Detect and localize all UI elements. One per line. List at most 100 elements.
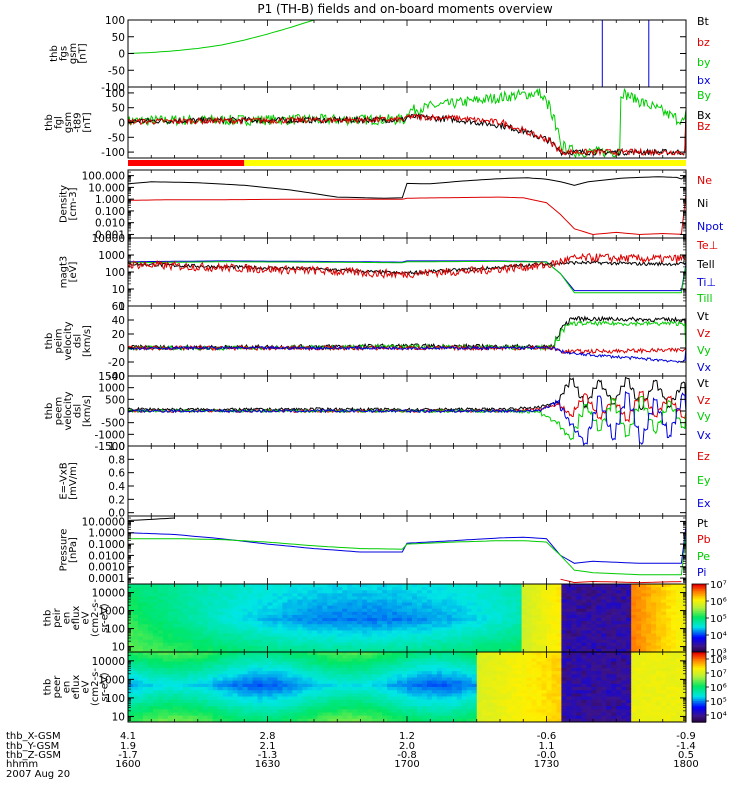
legend-By: By <box>697 89 712 102</box>
legend-Bt: Bt <box>697 15 710 28</box>
y-tick-label: 100 <box>105 267 125 279</box>
panel-efield: 1.00.8 0.60.40.2 0.0 E=-VxB[mV/m] Ez Ey Ex <box>58 441 711 520</box>
x-row-value: 1800 <box>673 759 698 770</box>
y-label-line: sr-eV) <box>100 672 111 701</box>
line-by <box>128 20 314 54</box>
line-Tell <box>128 261 686 274</box>
y-tick-label: 1.0000 <box>88 528 125 540</box>
y-tick-label: 100 <box>105 88 125 100</box>
colorbar-tick: 10⁶ <box>710 683 727 694</box>
y-tick-label: -100 <box>101 147 125 159</box>
y-tick-label: 50 <box>112 103 125 115</box>
colorbar-peir: 10⁷10⁶10⁵10⁴10³ <box>692 580 727 659</box>
y-tick-label: 10 <box>112 284 125 296</box>
legend-Ey: Ey <box>697 474 711 487</box>
y-axis-label-peem: thbpeemvelocitydsl[km/s] <box>44 391 93 430</box>
y-tick-label: 10 <box>112 642 125 654</box>
y-axis-label-peer: thbpeerenefluxeV(cm2-s-sr-eV) <box>43 668 111 706</box>
y-tick-label: 0.010 <box>95 218 125 230</box>
y-label-line: [nT] <box>82 112 93 132</box>
legend-Te⊥: Te⊥ <box>696 239 718 252</box>
y-tick-label: 100 <box>105 15 125 27</box>
legend-Tell: Tell <box>696 258 715 271</box>
y-label-line: sr-eV) <box>100 603 111 632</box>
legend-Bz: Bz <box>697 120 711 133</box>
line-Vt <box>128 317 686 350</box>
colorbar-tick: 10⁵ <box>710 614 727 625</box>
spectrogram-peir <box>128 584 687 653</box>
y-tick-label: 1.000 <box>95 194 125 206</box>
series-peem-Vx <box>128 392 686 445</box>
panel-frame <box>128 87 686 158</box>
y-tick-label: 0.1000 <box>88 539 125 551</box>
legend-Ne: Ne <box>697 174 712 187</box>
y-label-line: [nT] <box>77 43 88 63</box>
status-bar <box>128 160 686 166</box>
y-axis-label-density: Density[cm-3] <box>58 185 79 223</box>
panel-peem: 150010005000-500-1000-1500thbpeemvelocit… <box>44 371 712 453</box>
legend-Pi: Pi <box>697 566 706 579</box>
legend-Ex: Ex <box>697 497 711 510</box>
y-tick-label: 0 <box>118 343 125 355</box>
series-density-Ni <box>128 176 686 199</box>
y-tick-label: 1.0 <box>108 441 125 453</box>
figure-title: P1 (TH-B) fields and on-board moments ov… <box>257 2 553 16</box>
series-fgs-bx <box>602 20 746 87</box>
line-Pe <box>128 535 686 575</box>
y-axis-label-fgs: thbfgsgsm[nT] <box>49 43 89 64</box>
panel-peir: 10⁷10⁶10⁵10⁴10³10000100010010thbpeirenef… <box>43 580 727 659</box>
y-label-line: [km/s] <box>82 395 93 427</box>
y-tick-label: 0.8 <box>108 454 125 466</box>
series-pressure-Pb <box>561 579 682 582</box>
x-row-value: 1630 <box>255 759 280 770</box>
y-axis-label-fgl: thbfglgsm-t89[nT] <box>44 112 93 133</box>
legend-by: by <box>697 56 711 69</box>
legend-Pe: Pe <box>697 550 710 563</box>
panel-peim: 60 40 20 0 -20 -40 thbpeimvelocitydsl[km/s] Vt V… <box>44 301 712 383</box>
status-segment <box>128 160 244 166</box>
y-axis-label-peir: thbpeirenefluxeV(cm2-s-sr-eV) <box>43 599 111 637</box>
y-tick-label: 10000 <box>92 588 125 600</box>
colorbar-tick: 10⁷ <box>710 580 727 591</box>
series-temp-Tell <box>128 261 686 274</box>
y-tick-label: 1000 <box>98 250 125 262</box>
series-fgs-by <box>128 20 314 54</box>
y-tick-label: 1500 <box>98 371 125 383</box>
y-tick-label: 10.0000 <box>82 516 125 528</box>
legend-Vz: Vz <box>697 327 711 340</box>
x-row-value: 1700 <box>394 759 419 770</box>
y-tick-label: 0.0100 <box>88 550 125 562</box>
panel-frame <box>128 516 686 584</box>
legend-Npot: Npot <box>697 220 724 233</box>
series-pressure-Pe <box>128 535 686 575</box>
colorbar-tick: 10⁷ <box>710 669 727 680</box>
spectrogram-peer <box>128 652 687 723</box>
y-tick-label: 10000 <box>92 656 125 668</box>
date-label: 2007 Aug 20 <box>6 769 70 780</box>
legend-Vx: Vx <box>697 429 712 442</box>
colorbar-tick: 10⁸ <box>710 655 727 666</box>
y-tick-label: 20 <box>112 329 125 341</box>
colorbar-tick: 10⁴ <box>710 711 727 722</box>
y-axis-label-efield: E=-VxB[mV/m] <box>58 462 79 500</box>
legend-Vt: Vt <box>697 377 710 390</box>
legend-Ti⊥: Ti⊥ <box>696 276 716 289</box>
line-By <box>128 89 686 158</box>
panel-frame <box>128 446 686 516</box>
y-tick-label: 500 <box>105 394 125 406</box>
line-Pb <box>561 579 682 582</box>
y-tick-label: 10.000 <box>88 182 125 194</box>
y-label-line: [mV/m] <box>68 462 79 500</box>
series-fgl-By <box>128 89 686 158</box>
series-peem-Vy <box>128 396 686 439</box>
y-label-line: [eV] <box>68 262 79 283</box>
y-tick-label: -50 <box>108 132 125 144</box>
legend-Vy: Vy <box>697 410 711 423</box>
y-tick-label: 0.0001 <box>88 573 125 585</box>
legend-Vx: Vx <box>697 361 712 374</box>
legend-bx: bx <box>697 74 711 87</box>
panel-temp: 10000 1000 100 10 1 magt3[eV] Te⊥ Tell Ti⊥ Till <box>58 233 718 313</box>
y-axis-label-temp: magt3[eV] <box>58 256 79 289</box>
colorbar-peer: 10⁸ 10⁷ 10⁶ 10⁵ 10⁴ <box>692 652 727 723</box>
y-tick-label: -50 <box>108 65 125 77</box>
